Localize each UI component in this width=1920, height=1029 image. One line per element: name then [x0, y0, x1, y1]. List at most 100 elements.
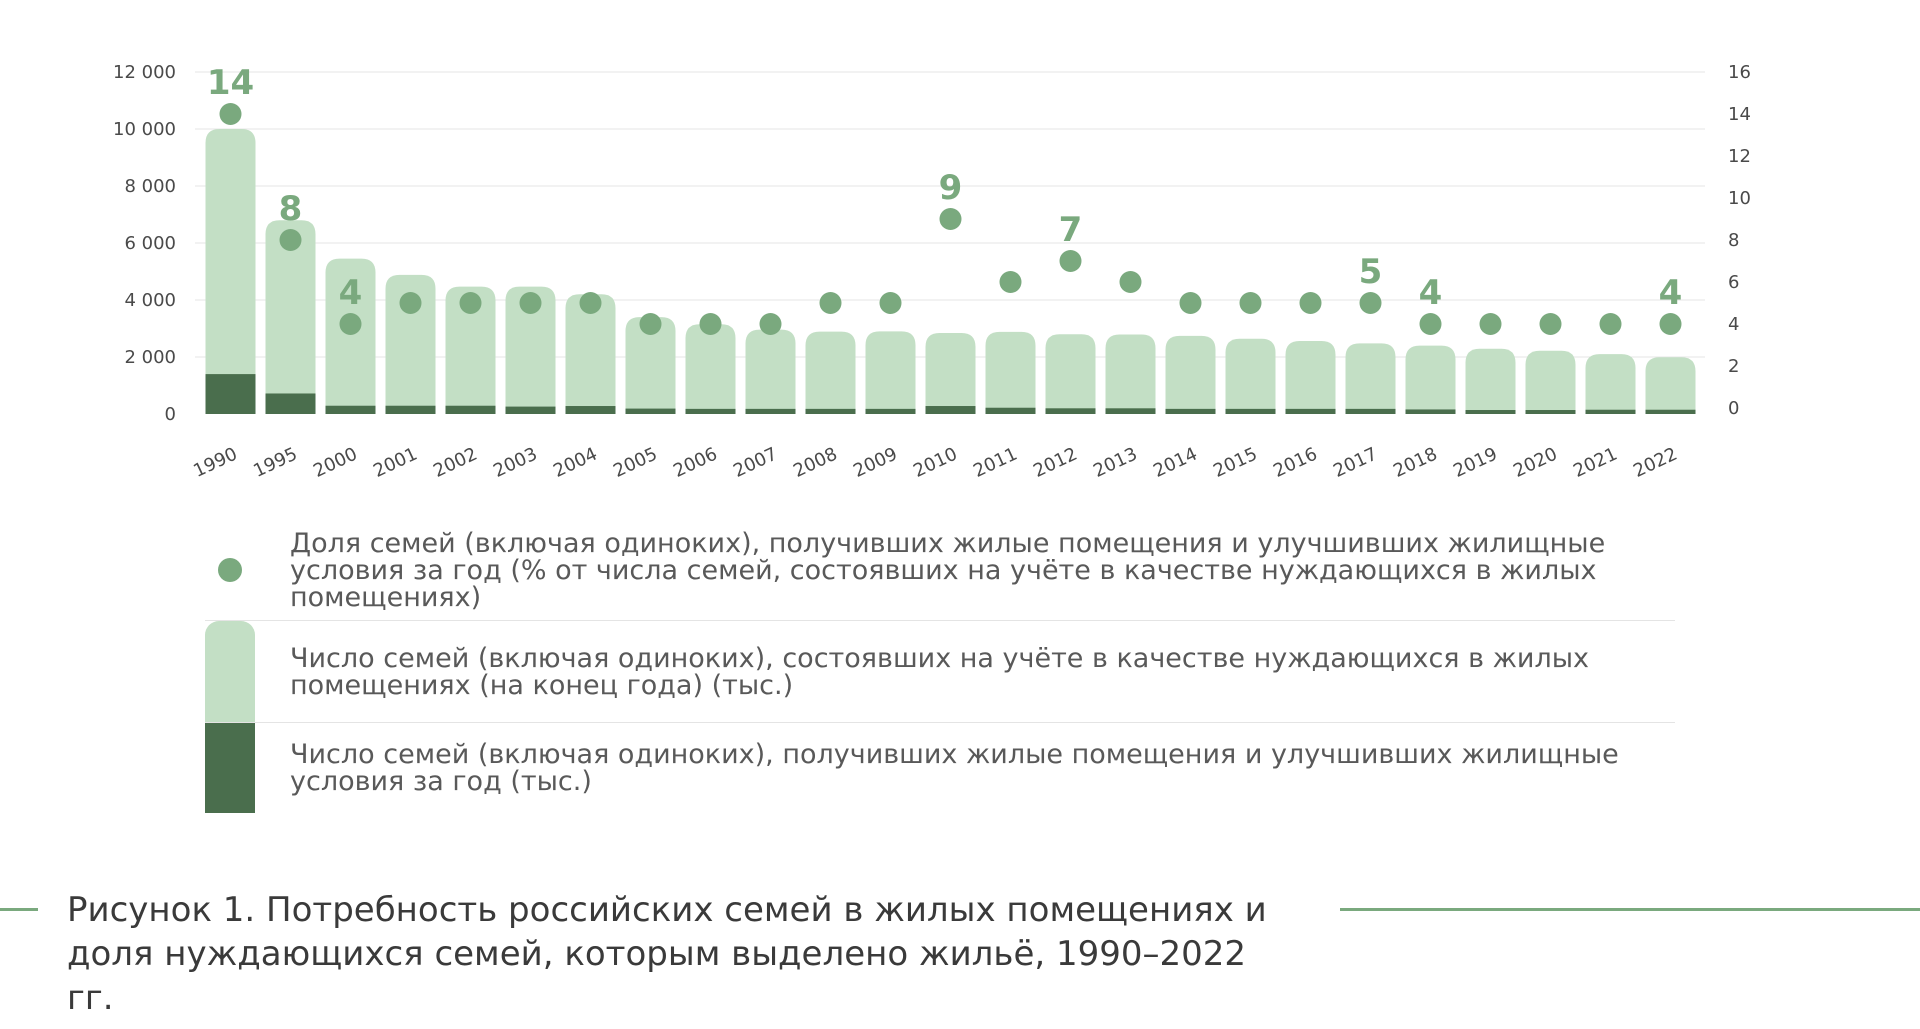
x-tick-label: 2002	[430, 443, 480, 481]
bar-registered	[1465, 348, 1516, 414]
bar-received	[985, 407, 1036, 414]
share-point	[1299, 292, 1322, 314]
share-point	[1599, 313, 1622, 335]
figure-caption: Рисунок 1. Потребность российских семей …	[67, 890, 1267, 1018]
y-left-tick-label: 2 000	[124, 347, 176, 368]
share-point	[579, 292, 602, 314]
dot-swatch	[218, 558, 242, 582]
share-point	[1359, 292, 1382, 314]
caption-rule-left	[0, 908, 38, 911]
y-left-tick-label: 4 000	[124, 290, 176, 311]
x-tick-label: 2003	[490, 443, 540, 481]
bar-received	[1165, 408, 1216, 414]
bar-registered	[1525, 350, 1576, 414]
legend-item-registered: Число семей (включая одиноких), состоявш…	[205, 621, 1675, 723]
legend-label-registered: Число семей (включая одиноких), состоявш…	[290, 642, 1590, 701]
bar-received	[1525, 410, 1576, 414]
share-data-label: 8	[279, 189, 303, 229]
x-tick-label: 2008	[790, 443, 840, 481]
y-right-tick-label: 12	[1728, 146, 1751, 167]
share-point	[639, 313, 662, 335]
share-data-label: 4	[339, 273, 363, 313]
share-point	[819, 292, 842, 314]
share-data-label: 9	[939, 168, 963, 208]
x-tick-label: 2001	[370, 443, 420, 481]
bar-received	[805, 408, 856, 414]
bar-received	[1045, 408, 1096, 414]
bar-registered	[445, 286, 496, 414]
x-tick-label: 2006	[670, 443, 720, 481]
caption-rule-right	[1340, 908, 1920, 911]
bar-registered	[1105, 334, 1156, 414]
bar-received	[1405, 409, 1456, 414]
bar-received	[565, 406, 616, 414]
dark-bar-swatch	[205, 723, 255, 813]
share-point	[1539, 313, 1562, 335]
x-tick-label: 2018	[1390, 443, 1440, 481]
bar-received	[1225, 408, 1276, 414]
bar-registered	[685, 324, 736, 414]
legend: Доля семей (включая одиноких), получивши…	[205, 520, 1675, 813]
x-tick-label: 2016	[1270, 443, 1320, 481]
legend-label-share: Доля семей (включая одиноких), получивши…	[290, 527, 1606, 613]
share-point	[999, 271, 1022, 293]
bar-registered	[865, 331, 916, 414]
x-tick-label: 2010	[910, 443, 960, 481]
share-point	[1419, 313, 1442, 335]
bar-received	[925, 406, 976, 414]
y-right-tick-label: 6	[1728, 272, 1739, 293]
share-point	[759, 313, 782, 335]
share-point	[879, 292, 902, 314]
share-point	[279, 229, 302, 251]
share-point	[1059, 250, 1082, 272]
bar-registered	[1045, 334, 1096, 414]
share-point	[459, 292, 482, 314]
bar-received	[745, 408, 796, 414]
x-tick-label: 2005	[610, 443, 660, 481]
bar-registered	[625, 317, 676, 414]
bar-received	[385, 405, 436, 414]
bar-registered	[505, 286, 556, 414]
share-point	[1119, 271, 1142, 293]
chart: 0 2 000 4 000 6 000 8 000 10 000 12 000 0 2 4 6 8 10…	[113, 62, 1751, 482]
bar-received	[1465, 410, 1516, 414]
y-left-tick-label: 0	[165, 404, 176, 425]
x-tick-label: 2004	[550, 443, 600, 481]
share-point	[399, 292, 422, 314]
share-point	[939, 208, 962, 230]
bar-registered	[385, 274, 436, 414]
x-tick-label: 1995	[250, 443, 300, 481]
share-data-label: 4	[1659, 273, 1683, 313]
bar-received	[505, 406, 556, 414]
x-tick-label: 2012	[1030, 443, 1080, 481]
x-tick-label: 2022	[1630, 443, 1680, 481]
bar-registered	[1585, 354, 1636, 414]
share-point	[1659, 313, 1682, 335]
bar-received	[445, 405, 496, 414]
x-tick-label: 2013	[1090, 443, 1140, 481]
bar-registered	[1405, 345, 1456, 414]
share-point	[1239, 292, 1262, 314]
x-tick-label: 2017	[1330, 443, 1380, 481]
light-bar-swatch	[205, 621, 255, 722]
bar-registered	[1285, 341, 1336, 414]
bar-registered	[745, 329, 796, 414]
bar-received	[1645, 409, 1696, 414]
bar-registered	[1345, 343, 1396, 414]
x-tick-label: 2014	[1150, 443, 1200, 481]
bar-received	[1105, 408, 1156, 414]
y-right-tick-label: 10	[1728, 188, 1751, 209]
bar-registered	[805, 331, 856, 414]
share-data-label: 5	[1359, 252, 1383, 292]
bar-registered	[1165, 335, 1216, 414]
x-tick-label: 1990	[190, 443, 240, 481]
share-point	[1479, 313, 1502, 335]
bar-registered	[565, 294, 616, 414]
x-tick-label: 2009	[850, 443, 900, 481]
bar-received	[865, 408, 916, 414]
bar-received	[1285, 408, 1336, 414]
y-right-tick-label: 14	[1728, 104, 1751, 125]
y-left-tick-label: 6 000	[124, 233, 176, 254]
share-point	[699, 313, 722, 335]
share-data-label: 14	[207, 63, 254, 103]
